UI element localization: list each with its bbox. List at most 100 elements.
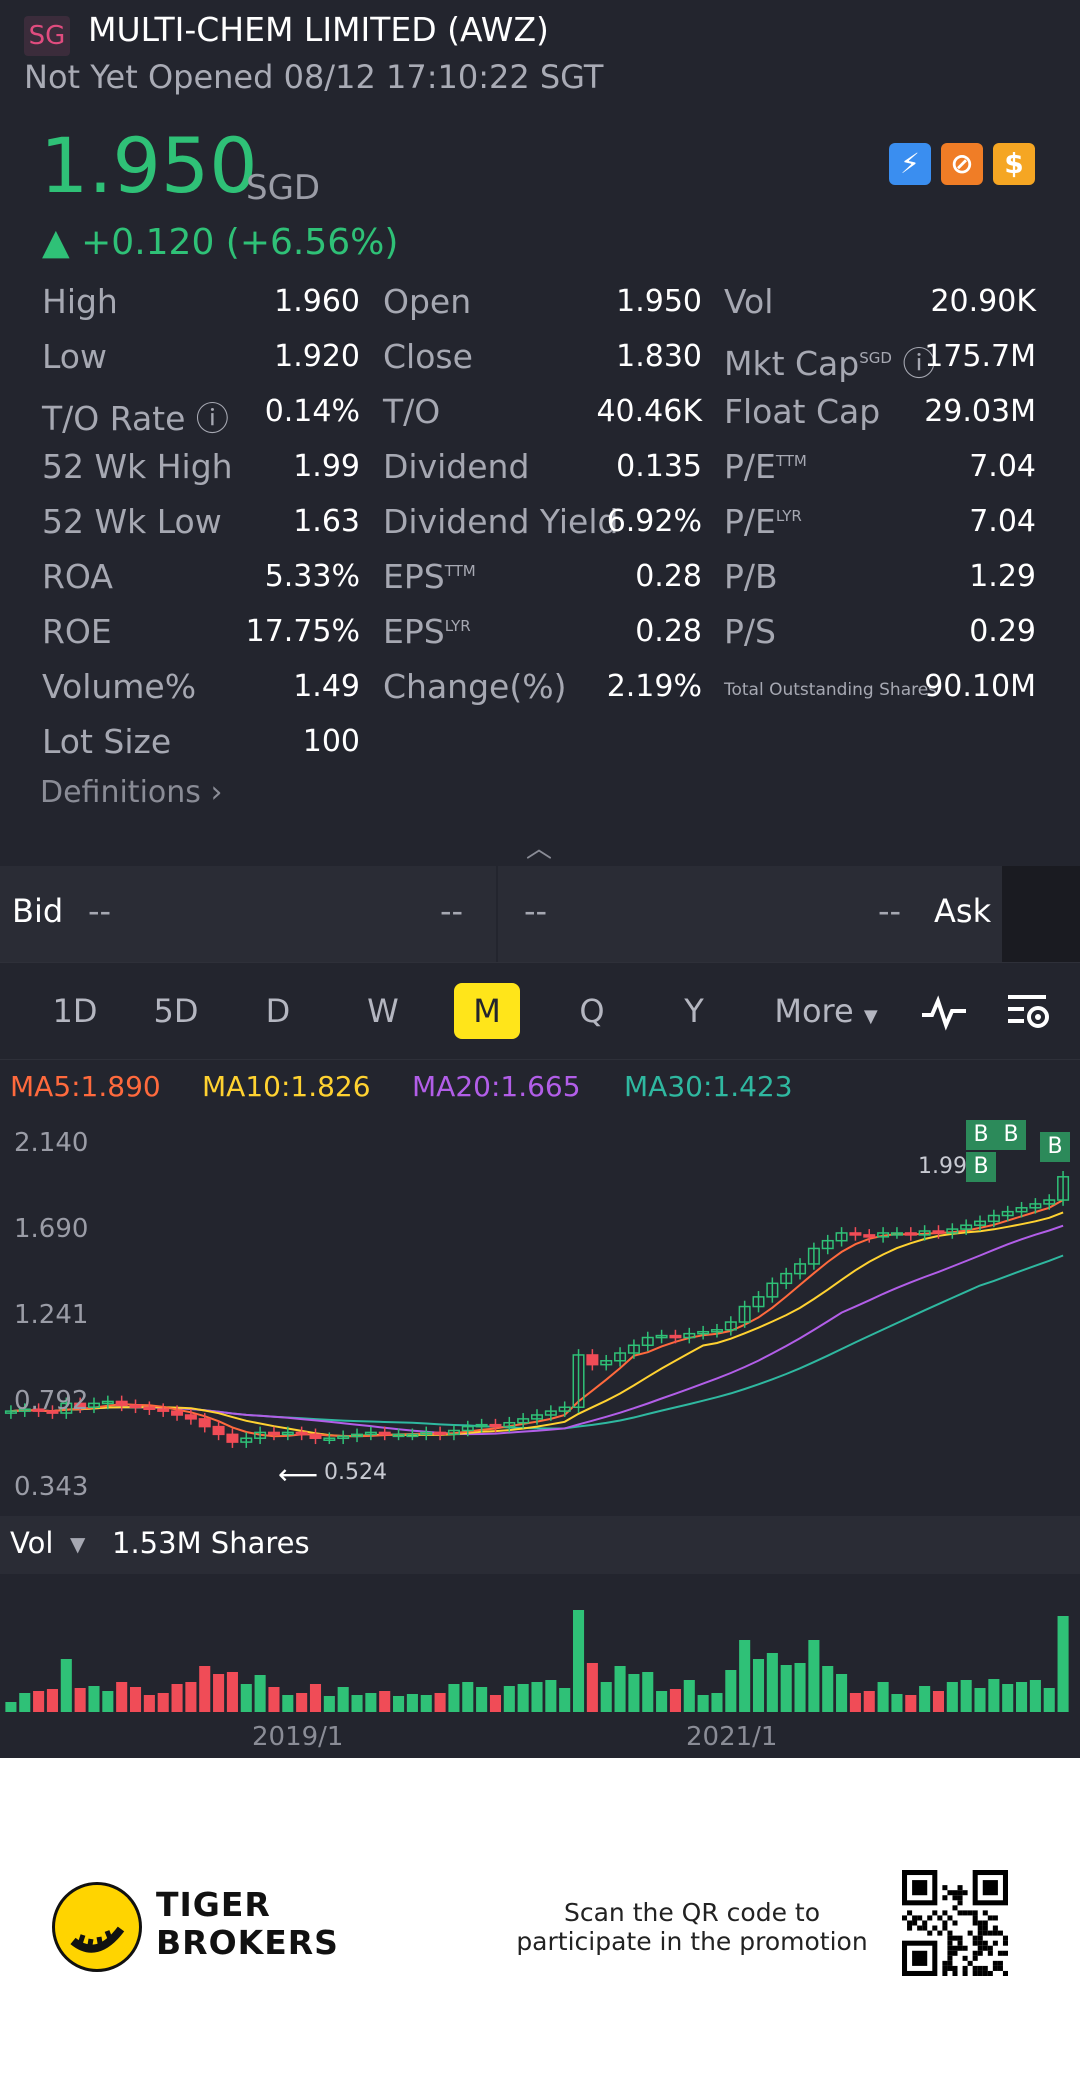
candle-body	[157, 1408, 170, 1412]
volume-bar	[808, 1640, 820, 1712]
candle-body	[378, 1431, 391, 1436]
volume-bar	[794, 1663, 806, 1712]
volume-bar	[268, 1687, 280, 1712]
candle-body	[1015, 1207, 1028, 1213]
volume-bar	[74, 1688, 86, 1712]
qr-code-icon[interactable]	[902, 1870, 1008, 1976]
volume-bar	[60, 1659, 72, 1712]
candle-body	[655, 1334, 668, 1339]
chart-settings-icon[interactable]	[1002, 985, 1056, 1037]
stat-label-turnover: T/O	[383, 392, 441, 431]
definitions-link[interactable]: Definitions ›	[40, 775, 223, 810]
tab-week[interactable]: W	[367, 992, 399, 1030]
caret-down-icon: ▼	[863, 1006, 878, 1027]
bid-ask-divider	[496, 866, 498, 962]
dollar-icon[interactable]: $	[993, 143, 1035, 185]
volume-bar	[157, 1693, 169, 1712]
y-tick-label: 1.241	[14, 1300, 89, 1330]
candle-body	[766, 1282, 779, 1298]
candle-body	[849, 1232, 862, 1236]
stat-label-roa: ROA	[42, 557, 113, 596]
tab-day[interactable]: D	[265, 992, 291, 1030]
volume-bar	[199, 1666, 211, 1712]
volume-bar	[323, 1696, 335, 1712]
candle-body	[447, 1429, 460, 1436]
stat-label-pe-lyr: P/ELYR	[724, 502, 802, 541]
promo-text: Scan the QR code to participate in the p…	[516, 1898, 868, 1956]
candle-body	[918, 1230, 931, 1236]
candle-body	[60, 1402, 73, 1414]
volume-bar	[849, 1693, 861, 1712]
indicator-icon[interactable]	[918, 985, 970, 1037]
info-icon[interactable]: ⓘ	[902, 344, 936, 383]
tab-1d[interactable]: 1D	[52, 992, 98, 1030]
tab-more[interactable]: More ▼	[774, 992, 878, 1030]
candle-body	[821, 1239, 834, 1250]
candle-body	[794, 1263, 807, 1275]
volume-bar	[531, 1682, 543, 1712]
candle-body	[226, 1433, 239, 1443]
stat-label-mkt-cap: Mkt CapSGD ⓘ	[724, 344, 936, 383]
chevron-up-icon[interactable]: ︿	[526, 834, 553, 864]
volume-bar	[559, 1688, 571, 1712]
tab-5d[interactable]: 5D	[153, 992, 199, 1030]
candle-body	[544, 1410, 557, 1416]
volume-bar	[946, 1682, 958, 1712]
info-icon[interactable]: ⓘ	[195, 399, 229, 438]
volume-bar	[365, 1693, 377, 1712]
stat-label-eps-ttm: EPSTTM	[383, 557, 476, 596]
candle-body	[143, 1406, 156, 1410]
candle-body	[627, 1344, 640, 1354]
candle-body	[614, 1352, 627, 1362]
candle-body	[530, 1414, 544, 1420]
candle-body	[960, 1224, 973, 1230]
last-price: 1.950	[40, 121, 258, 210]
price-currency: SGD	[246, 168, 321, 208]
candle-body	[32, 1408, 45, 1412]
candlestick-chart[interactable]	[0, 1118, 1080, 1516]
orange-swap-icon[interactable]: ⊘	[941, 143, 983, 185]
volume-bar	[254, 1675, 266, 1712]
candle-body	[101, 1400, 114, 1405]
volume-bar	[586, 1663, 598, 1712]
stat-value-turnover: 40.46K	[596, 394, 702, 429]
ma5-value: MA5:1.890	[10, 1070, 161, 1103]
volume-bar	[683, 1680, 695, 1712]
buy-marker[interactable]: B	[1040, 1132, 1070, 1162]
caret-down-icon[interactable]: ▼	[70, 1532, 86, 1556]
tab-quarter[interactable]: Q	[579, 992, 605, 1030]
buy-marker[interactable]: B	[966, 1120, 996, 1150]
volume-bar	[448, 1684, 460, 1712]
candle-body	[4, 1410, 17, 1414]
buy-marker[interactable]: B	[966, 1152, 996, 1182]
volume-bar	[129, 1687, 142, 1712]
y-tick-label: 2.140	[14, 1128, 89, 1158]
stat-value-roe: 17.75%	[245, 614, 360, 649]
stat-label-ps: P/S	[724, 612, 776, 651]
ma30-value: MA30:1.423	[624, 1070, 793, 1103]
candle-body	[406, 1433, 419, 1438]
volume-bar	[1002, 1684, 1014, 1712]
ma10-line	[10, 1211, 1064, 1438]
lightning-level-1-icon[interactable]: ⚡	[889, 143, 931, 185]
x-tick-label: 2019/1	[252, 1722, 344, 1752]
stat-value-roa: 5.33%	[264, 559, 360, 594]
tab-month[interactable]: M	[454, 983, 520, 1039]
chevron-right-icon: ›	[210, 775, 223, 810]
x-tick-label: 2021/1	[686, 1722, 778, 1752]
volume-header: Vol ▼ 1.53M Shares	[0, 1516, 1080, 1574]
candle-body	[1057, 1176, 1070, 1201]
candle-body	[877, 1232, 890, 1238]
volume-bar	[780, 1665, 792, 1712]
volume-bar	[503, 1686, 515, 1712]
tiger-logo-icon	[52, 1882, 142, 1972]
stat-label-pb: P/B	[724, 557, 778, 596]
volume-bar	[282, 1695, 294, 1712]
brand-name: TIGER BROKERS	[156, 1886, 339, 1962]
period-tabs: 1D 5D D W M Q Y More ▼	[0, 962, 1080, 1060]
buy-marker[interactable]: B	[996, 1120, 1026, 1150]
ask-size: --	[878, 892, 902, 930]
volume-bar	[476, 1687, 488, 1712]
tab-year[interactable]: Y	[684, 992, 704, 1030]
volume-bar	[393, 1696, 405, 1712]
